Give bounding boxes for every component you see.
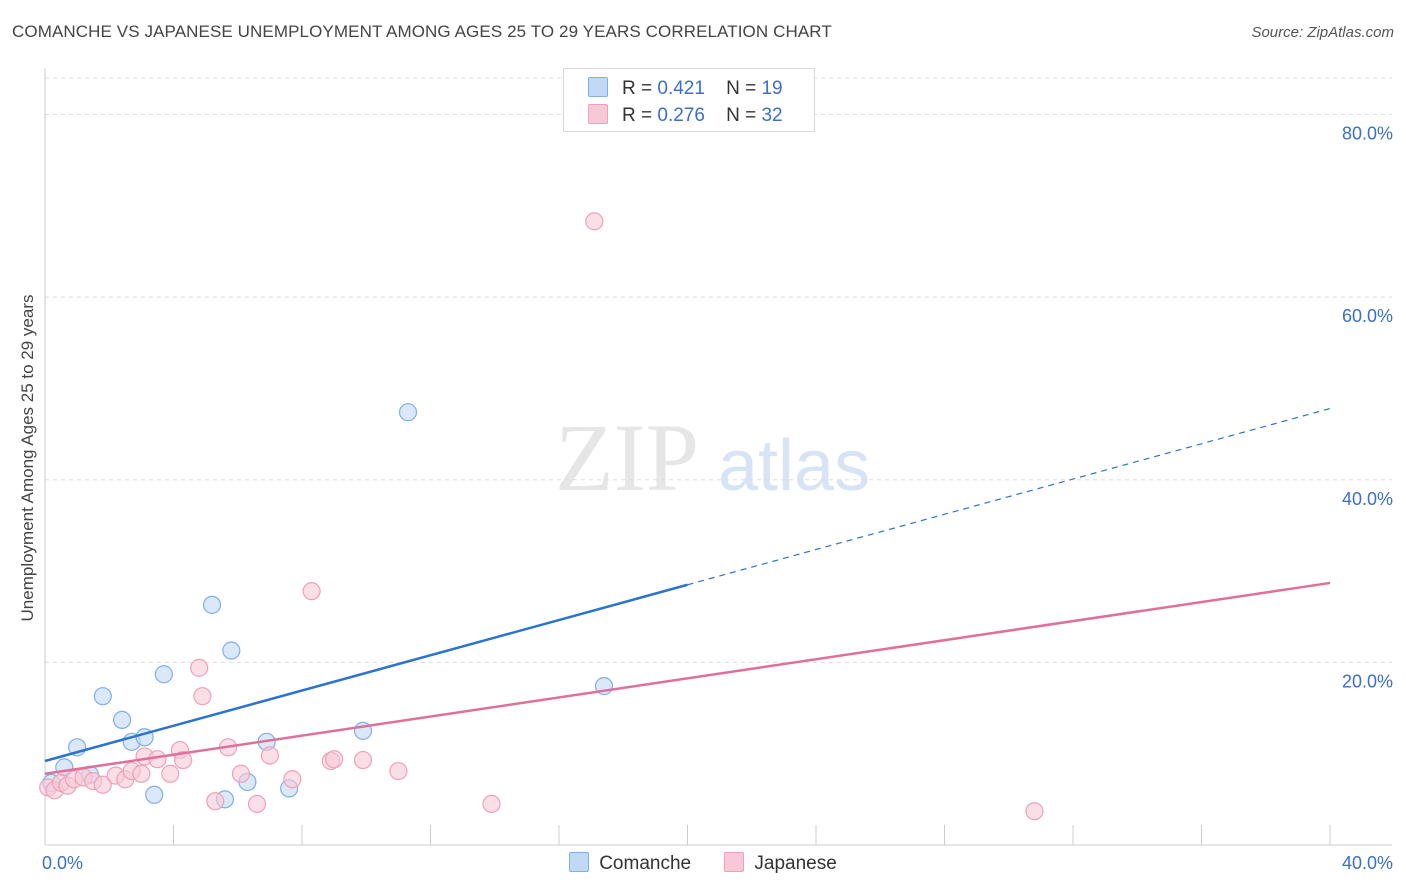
japanese-point bbox=[206, 792, 225, 811]
japanese-point bbox=[302, 582, 321, 601]
comanche-point bbox=[154, 665, 173, 684]
comanche-point bbox=[202, 595, 222, 614]
series-legend: Comanche Japanese bbox=[0, 852, 1406, 875]
japanese-point bbox=[260, 746, 279, 765]
legend-item-label: Comanche bbox=[599, 853, 692, 874]
japanese-point bbox=[353, 750, 373, 770]
japanese-point bbox=[1025, 802, 1044, 821]
japanese-point bbox=[283, 770, 302, 789]
legend-r-value: 0.276 bbox=[657, 105, 705, 126]
comanche-swatch bbox=[588, 77, 608, 97]
x-tick-label: 40.0% bbox=[1342, 853, 1393, 873]
comanche-trend-extension bbox=[687, 407, 1331, 586]
japanese-point bbox=[482, 794, 501, 814]
legend-n-value: 32 bbox=[761, 105, 783, 126]
comanche-point bbox=[93, 687, 112, 706]
chart-title: COMANCHE VS JAPANESE UNEMPLOYMENT AMONG … bbox=[12, 22, 832, 41]
comanche-point bbox=[145, 785, 164, 804]
y-tick-label: 60.0% bbox=[1342, 306, 1393, 326]
legend-row-comanche: R = 0.421 N = 19 bbox=[588, 77, 783, 99]
japanese-point bbox=[93, 775, 112, 794]
comanche-trend-line bbox=[44, 583, 688, 763]
legend-item-comanche: Comanche bbox=[569, 852, 691, 875]
stats-legend: R = 0.421 N = 19 R = 0.276 N = 32 bbox=[563, 68, 815, 132]
y-tick-label: 80.0% bbox=[1342, 124, 1393, 144]
japanese-point bbox=[161, 764, 180, 783]
watermark-zip: ZIP bbox=[555, 404, 699, 511]
japanese-trend-line bbox=[44, 581, 1331, 776]
comanche-point bbox=[112, 710, 132, 730]
legend-n-label: N = bbox=[726, 105, 757, 126]
y-tick-label: 20.0% bbox=[1342, 671, 1393, 691]
japanese-point bbox=[174, 750, 193, 770]
legend-r-value: 0.421 bbox=[657, 78, 705, 99]
comanche-swatch bbox=[569, 852, 590, 872]
watermark-atlas: atlas bbox=[718, 426, 870, 506]
legend-item-label: Japanese bbox=[754, 853, 837, 874]
japanese-point bbox=[389, 761, 408, 781]
y-tick-label: 40.0% bbox=[1342, 489, 1393, 509]
japanese-point bbox=[325, 750, 344, 769]
japanese-point bbox=[247, 794, 267, 814]
comanche-point bbox=[222, 641, 241, 660]
legend-r-label: R = bbox=[622, 105, 653, 126]
y-axis-label: Unemployment Among Ages 25 to 29 years bbox=[18, 294, 37, 622]
x-tick-label: 0.0% bbox=[42, 853, 83, 873]
japanese-point bbox=[132, 764, 151, 783]
legend-n-value: 19 bbox=[761, 78, 783, 99]
japanese-point bbox=[585, 212, 604, 231]
legend-n-label: N = bbox=[726, 78, 757, 99]
japanese-swatch bbox=[588, 104, 608, 124]
comanche-point bbox=[398, 403, 418, 422]
japanese-point bbox=[193, 687, 212, 706]
japanese-point bbox=[231, 764, 251, 783]
legend-item-japanese: Japanese bbox=[724, 852, 837, 875]
japanese-point bbox=[190, 658, 209, 677]
japanese-swatch bbox=[724, 852, 745, 872]
legend-r-label: R = bbox=[622, 78, 653, 99]
legend-row-japanese: R = 0.276 N = 32 bbox=[588, 104, 783, 126]
source-label: Source: ZipAtlas.com bbox=[1251, 24, 1394, 41]
